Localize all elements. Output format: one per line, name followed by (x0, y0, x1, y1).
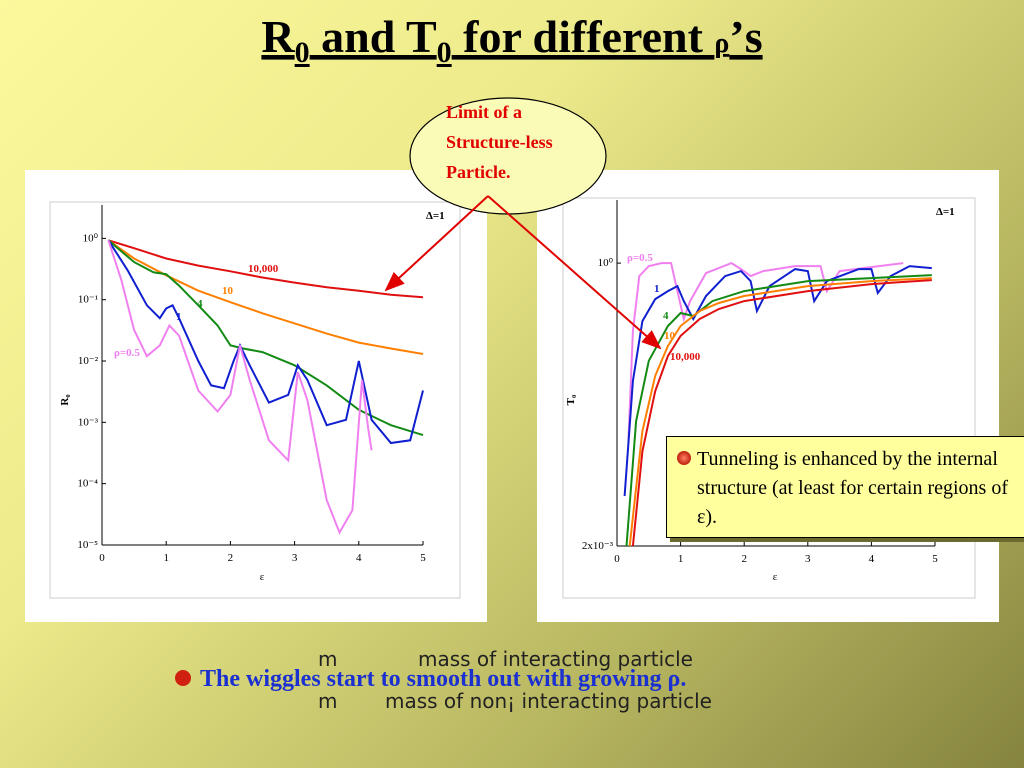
chart-frame (562, 197, 976, 599)
series-line (108, 239, 424, 299)
y-tick-label: 10⁻¹ (78, 294, 98, 306)
overlay-text: m (318, 647, 337, 671)
callout-line: Limit of a (446, 102, 522, 122)
series-line (107, 239, 424, 437)
series-line (627, 261, 904, 442)
y-tick-label: 10⁰ (598, 257, 614, 269)
title-part: R (261, 11, 295, 62)
callout-line: Particle. (446, 162, 510, 182)
overlay-text: mass of interacting particle (418, 647, 693, 671)
equation-overlay: m mass of interacting particle m mass of… (318, 647, 712, 713)
overlay-text: mass of non¡ interacting particle (385, 689, 712, 713)
x-tick-label: 5 (420, 552, 426, 564)
x-tick-label: 0 (99, 552, 105, 564)
series-line (625, 274, 932, 547)
x-tick-label: 5 (932, 553, 938, 565)
series-label: 1 (176, 311, 182, 323)
callout-arrow (384, 195, 489, 292)
x-tick-label: 2 (228, 552, 234, 564)
overlay-text: m (318, 689, 337, 713)
series-line (107, 239, 424, 355)
x-tick-label: 4 (356, 552, 362, 564)
bullet (677, 451, 691, 465)
series-line (107, 239, 424, 445)
series-label: ρ=0.5 (627, 252, 653, 264)
series-label: ρ=0.5 (114, 347, 140, 359)
title-part: 0 (295, 36, 310, 69)
series-label: 4 (197, 298, 203, 310)
chart-panel (537, 170, 999, 622)
chart-frame (49, 201, 461, 599)
slide-title: R0 and T0 for different ρ’s (261, 11, 762, 69)
y-tick-label: 10⁻³ (78, 416, 99, 428)
callout-line: Structure-less (446, 132, 553, 152)
title-part: and T (310, 11, 437, 62)
y-tick-label: 2x10⁻³ (582, 540, 614, 552)
series-line (107, 239, 373, 535)
title-part: ’s (729, 11, 762, 62)
y-axis-label: R₀ (59, 394, 71, 406)
series-label: 10,000 (670, 351, 701, 363)
x-tick-label: 2 (741, 553, 747, 565)
series-label: 1 (654, 283, 660, 295)
annotation: Δ=1 (936, 206, 955, 218)
x-tick-label: 1 (678, 553, 684, 565)
y-tick-label: 10⁻⁴ (77, 478, 98, 490)
note-text: Tunneling is enhanced by the internal st… (697, 448, 1008, 528)
y-axis-label: T₀ (565, 394, 577, 405)
annotation: Δ=1 (426, 210, 445, 222)
series-label: 10,000 (248, 263, 279, 275)
series-label: 10 (222, 285, 234, 297)
callout-arrow (487, 195, 662, 350)
series-label: 10 (664, 330, 676, 342)
note-box: Tunneling is enhanced by the internal st… (666, 436, 1024, 538)
x-axis-label: ε (260, 571, 265, 583)
y-tick-label: 10⁰ (83, 232, 99, 244)
x-tick-label: 4 (869, 553, 875, 565)
series-line (628, 277, 932, 547)
x-tick-label: 3 (805, 553, 811, 565)
series-line (631, 279, 932, 547)
y-tick-label: 10⁻² (78, 355, 99, 367)
title-part: for different (452, 11, 715, 62)
x-tick-label: 1 (163, 552, 169, 564)
series-line (623, 265, 932, 497)
x-tick-label: 3 (292, 552, 298, 564)
y-tick-label: 10⁻⁵ (77, 539, 98, 551)
x-tick-label: 0 (614, 553, 620, 565)
bottom-text: The wiggles start to smooth out with gro… (200, 666, 686, 692)
bullet (175, 670, 191, 686)
title-part: 0 (437, 36, 452, 69)
title-part: ρ (714, 28, 729, 59)
series-label: 4 (663, 310, 669, 322)
x-axis-label: ε (773, 571, 778, 583)
